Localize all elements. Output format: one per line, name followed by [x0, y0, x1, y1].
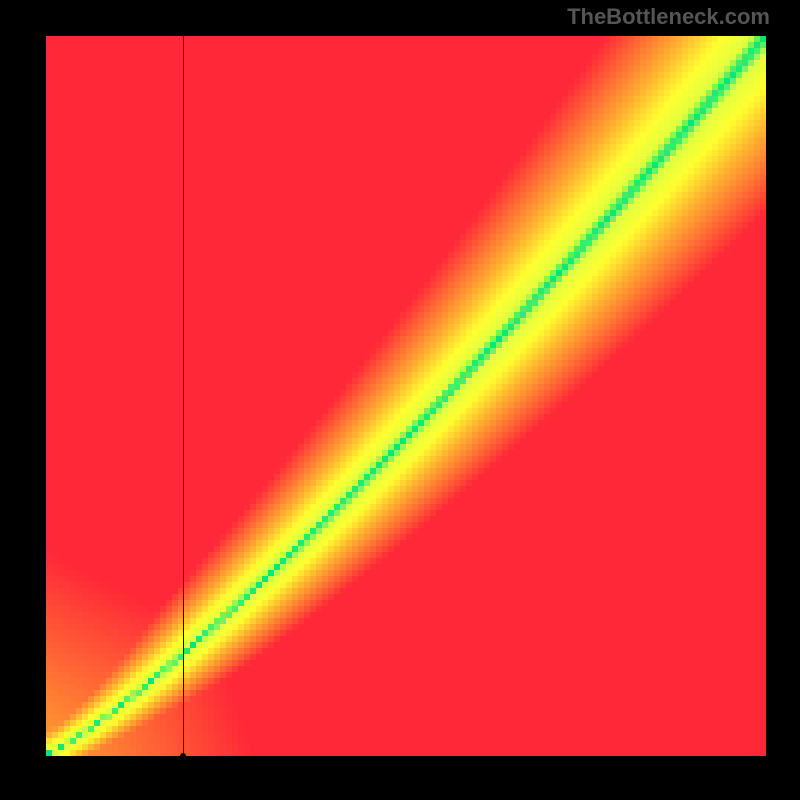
- watermark-text: TheBottleneck.com: [567, 4, 770, 30]
- marker-dot: [180, 753, 186, 759]
- marker-vertical-line: [183, 36, 184, 756]
- chart-container: TheBottleneck.com: [0, 0, 800, 800]
- plot-area: [46, 36, 766, 756]
- heatmap-canvas: [46, 36, 766, 756]
